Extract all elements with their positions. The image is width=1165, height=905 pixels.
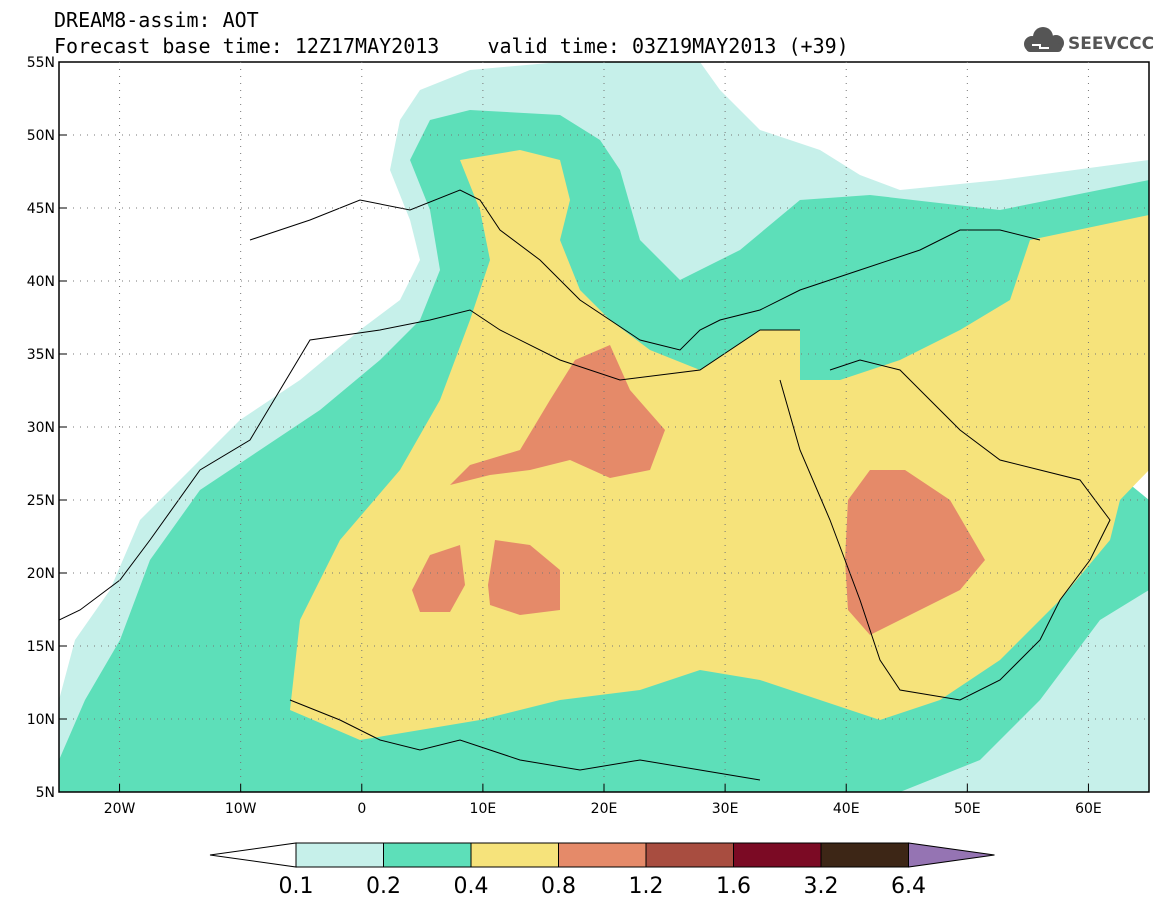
lon-label: 60E [1075,801,1102,817]
forecast-time-line: Forecast base time: 12Z17MAY2013 valid t… [54,34,849,58]
lat-label: 55N [27,55,55,71]
lon-label: 10E [470,801,497,817]
lon-label: 20W [104,801,136,817]
lat-label: 10N [27,712,55,728]
colorbar-tick-label: 0.4 [454,874,489,899]
logo-text: SEEVCCC [1068,34,1154,54]
colorbar-tick-label: 0.2 [366,874,401,899]
lat-label: 5N [36,785,55,801]
colorbar-tick-label: 0.1 [279,874,314,899]
colorbar-segment [295,842,384,868]
lat-label: 25N [27,493,55,509]
coastline-gulf-of-guinea [289,699,761,781]
colorbar-segment [383,842,472,868]
colorbar [209,842,995,868]
lon-label: 0 [357,801,366,817]
colorbar-tick-label: 0.8 [541,874,576,899]
lat-label: 20N [27,566,55,582]
colorbar-segment [733,842,822,868]
graticule [59,62,1149,792]
aot-contour-0.8-arabia [845,470,985,635]
lon-label: 20E [591,801,618,817]
colorbar-ticks: 0.1 0.2 0.4 0.8 1.2 1.6 3.2 6.4 [279,874,927,899]
colorbar-high-arrow [908,842,995,868]
seevccc-logo: SEEVCCC [1024,27,1154,54]
lon-label: 40E [833,801,860,817]
lon-label: 10W [225,801,257,817]
latitude-labels: 55N 50N 45N 40N 35N 30N 25N 20N 15N 10N 5N [27,55,67,801]
lat-label: 50N [27,128,55,144]
longitude-labels: 20W 10W 0 10E 20E 30E 40E 50E 60E [104,784,1102,817]
colorbar-tick-label: 1.6 [716,874,751,899]
lat-label: 45N [27,201,55,217]
lat-label: 30N [27,420,55,436]
cloud-icon [1024,27,1064,52]
lat-label: 35N [27,347,55,363]
coastline-red-sea [779,359,1111,701]
colorbar-tick-label: 1.2 [629,874,664,899]
colorbar-segment [645,842,734,868]
coastline-west-africa [59,309,800,621]
lon-label: 30E [712,801,739,817]
colorbar-segment [558,842,647,868]
colorbar-segment [470,842,559,868]
colorbar-tick-label: 3.2 [804,874,839,899]
colorbar-segment [820,842,909,868]
lat-label: 15N [27,639,55,655]
aot-contour-0.8-chad [488,540,560,615]
colorbar-tick-label: 6.4 [891,874,926,899]
aot-contour-0.8-niger [412,545,465,612]
aot-contour-0.8-north-africa [450,345,665,485]
map-title: DREAM8-assim: AOT [54,8,259,32]
coastlines [59,189,1111,781]
colorbar-low-arrow [209,842,297,868]
coastline-europe [249,189,1041,351]
lon-label: 50E [954,801,981,817]
lat-label: 40N [27,274,55,290]
